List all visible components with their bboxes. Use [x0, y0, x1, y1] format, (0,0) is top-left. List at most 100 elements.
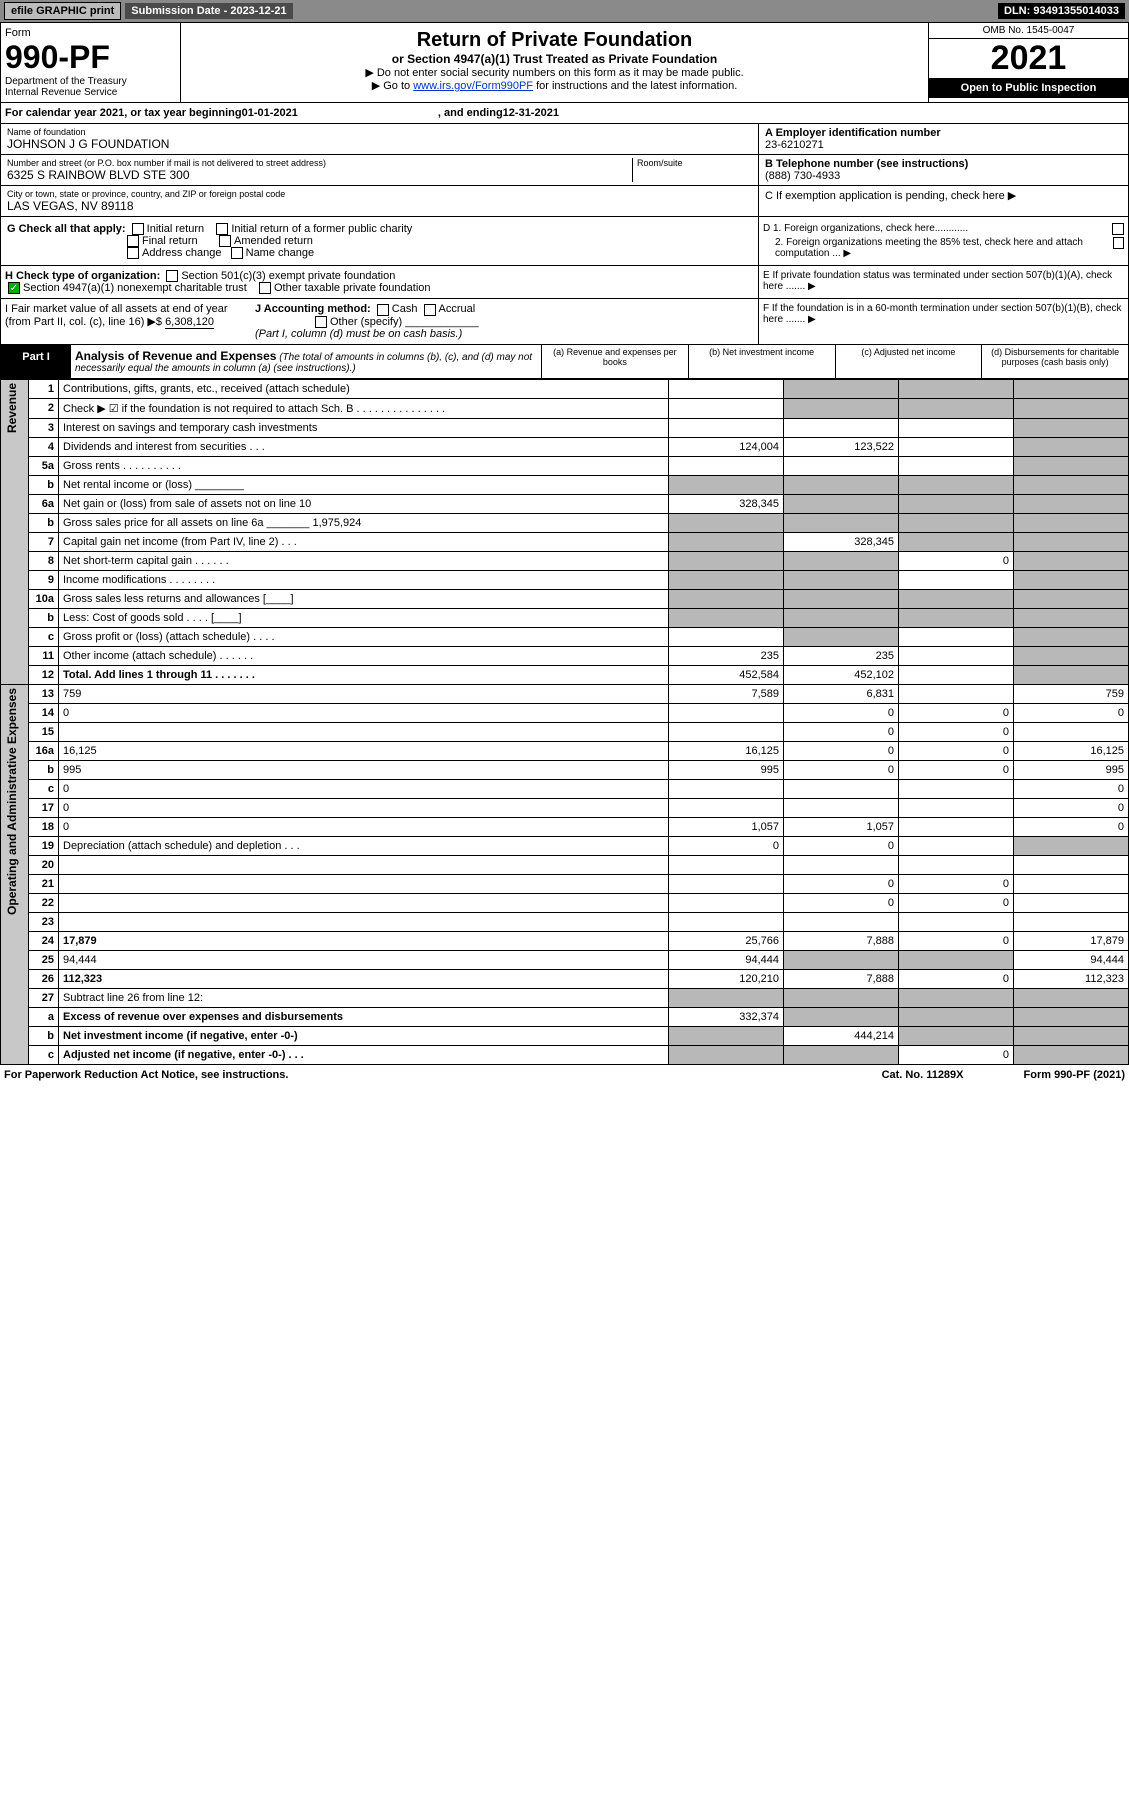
table-cell: 0 [784, 760, 899, 779]
table-cell [669, 988, 784, 1007]
table-cell [784, 988, 899, 1007]
table-cell: 7,589 [669, 684, 784, 703]
s501-checkbox[interactable] [166, 270, 178, 282]
name-change-checkbox[interactable] [231, 247, 243, 259]
row-number: 7 [29, 532, 59, 551]
table-cell [1014, 722, 1129, 741]
table-cell [899, 532, 1014, 551]
address-change-checkbox[interactable] [127, 247, 139, 259]
table-cell [899, 779, 1014, 798]
table-cell [784, 912, 899, 931]
table-cell: 0 [1014, 817, 1129, 836]
other-method-label: Other (specify) [330, 316, 402, 328]
initial-public-checkbox[interactable] [216, 223, 228, 235]
table-cell [899, 836, 1014, 855]
table-cell [1014, 379, 1129, 398]
cash-checkbox[interactable] [377, 304, 389, 316]
page-footer: For Paperwork Reduction Act Notice, see … [0, 1065, 1129, 1085]
efile-button[interactable]: efile GRAPHIC print [4, 2, 121, 20]
section-e: E If private foundation status was termi… [758, 266, 1128, 298]
table-cell [899, 437, 1014, 456]
form-note-1: ▶ Do not enter social security numbers o… [187, 66, 922, 79]
table-cell [899, 684, 1014, 703]
initial-return-checkbox[interactable] [132, 223, 144, 235]
table-cell: 120,210 [669, 969, 784, 988]
table-cell [669, 874, 784, 893]
final-return-label: Final return [142, 235, 198, 247]
table-cell [784, 379, 899, 398]
table-cell [669, 779, 784, 798]
open-public: Open to Public Inspection [929, 78, 1128, 98]
table-cell: 0 [784, 741, 899, 760]
final-return-checkbox[interactable] [127, 235, 139, 247]
table-row: 1700 [1, 798, 1129, 817]
row-description: Subtract line 26 from line 12: [59, 988, 669, 1007]
row-number: 8 [29, 551, 59, 570]
table-cell [784, 1007, 899, 1026]
table-cell [669, 551, 784, 570]
row-description: Depreciation (attach schedule) and deple… [59, 836, 669, 855]
part1-title: Analysis of Revenue and Expenses [75, 349, 276, 363]
row-description: 0 [59, 703, 669, 722]
ein-cell: A Employer identification number 23-6210… [759, 124, 1128, 155]
table-cell [1014, 855, 1129, 874]
table-cell: 235 [784, 646, 899, 665]
section-ij: I Fair market value of all assets at end… [1, 299, 758, 343]
table-cell [784, 1045, 899, 1064]
form-title-box: Return of Private Foundation or Section … [181, 23, 928, 102]
table-cell [899, 589, 1014, 608]
row-number: 13 [29, 684, 59, 703]
table-cell [899, 1026, 1014, 1045]
row-description: Capital gain net income (from Part IV, l… [59, 532, 669, 551]
foundation-name-cell: Name of foundation JOHNSON J G FOUNDATIO… [1, 124, 758, 155]
submission-date-label: Submission Date - [131, 5, 230, 17]
table-row: 11Other income (attach schedule) . . . .… [1, 646, 1129, 665]
section-j: J Accounting method: Cash Accrual Other … [245, 303, 754, 339]
table-cell: 0 [1014, 779, 1129, 798]
table-cell [899, 627, 1014, 646]
section-d1-text: D 1. Foreign organizations, check here..… [763, 223, 968, 235]
address: 6325 S RAINBOW BLVD STE 300 [7, 168, 632, 182]
section-d1-checkbox[interactable] [1112, 223, 1124, 235]
header-left: Name of foundation JOHNSON J G FOUNDATIO… [1, 124, 758, 216]
table-row: Revenue1Contributions, gifts, grants, et… [1, 379, 1129, 398]
table-cell [899, 475, 1014, 494]
row-number: c [29, 627, 59, 646]
table-cell [899, 665, 1014, 684]
table-cell [669, 1045, 784, 1064]
other-taxable-checkbox[interactable] [259, 282, 271, 294]
row-description: 759 [59, 684, 669, 703]
other-method-checkbox[interactable] [315, 316, 327, 328]
section-h-label: H Check type of organization: [5, 270, 160, 282]
table-cell: 0 [784, 703, 899, 722]
table-cell: 0 [784, 893, 899, 912]
ein-label: A Employer identification number [765, 127, 1122, 139]
amended-return-checkbox[interactable] [219, 235, 231, 247]
table-cell [669, 798, 784, 817]
table-cell [784, 950, 899, 969]
table-cell [1014, 418, 1129, 437]
table-cell [669, 379, 784, 398]
row-number: 6a [29, 494, 59, 513]
table-cell [669, 570, 784, 589]
row-number: 25 [29, 950, 59, 969]
row-number: 14 [29, 703, 59, 722]
row-description: Other income (attach schedule) . . . . .… [59, 646, 669, 665]
table-cell: 94,444 [669, 950, 784, 969]
goto-post: for instructions and the latest informat… [533, 80, 737, 92]
table-cell [669, 912, 784, 931]
irs-link[interactable]: www.irs.gov/Form990PF [413, 80, 533, 92]
section-d2-checkbox[interactable] [1113, 237, 1124, 249]
row-description: Dividends and interest from securities .… [59, 437, 669, 456]
col-b-header: (b) Net investment income [688, 345, 835, 378]
accrual-checkbox[interactable] [424, 304, 436, 316]
dln: DLN: 93491355014033 [998, 3, 1125, 19]
section-ij-row: I Fair market value of all assets at end… [0, 299, 1129, 344]
row-description: Interest on savings and temporary cash i… [59, 418, 669, 437]
table-cell [1014, 398, 1129, 418]
table-cell [899, 912, 1014, 931]
s4947-checkbox[interactable]: ✓ [8, 282, 20, 294]
room-label: Room/suite [637, 158, 752, 168]
omb-number: OMB No. 1545-0047 [929, 23, 1128, 39]
row-number: 15 [29, 722, 59, 741]
